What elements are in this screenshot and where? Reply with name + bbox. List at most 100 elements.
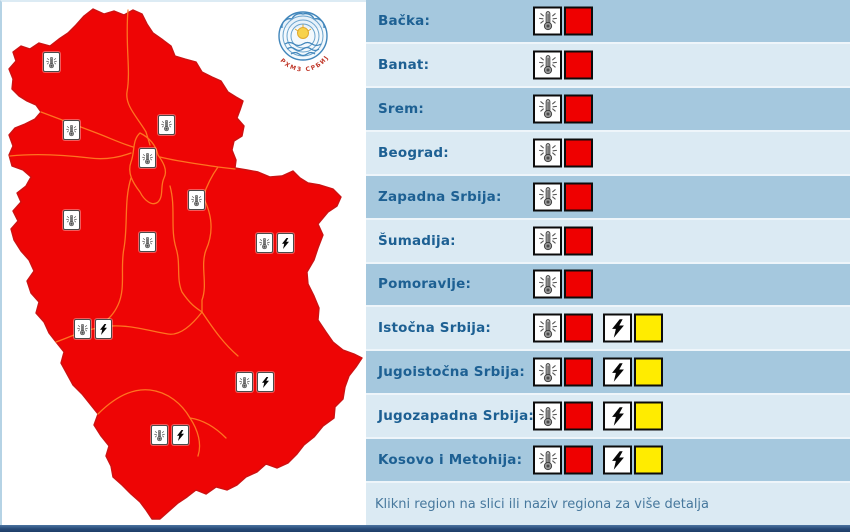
map-warning-jugoistočna-srbija[interactable] <box>236 372 274 392</box>
warning-level-red-box <box>564 50 593 80</box>
region-row[interactable]: Jugozapadna Srbija: <box>366 395 850 438</box>
region-name-link[interactable]: Pomoravlje: <box>378 276 472 293</box>
thermometer-icon <box>74 319 91 339</box>
warning-level-red-box <box>564 138 593 168</box>
region-row[interactable]: Jugoistočna Srbija: <box>366 351 850 394</box>
map-warning-jugozapadna-srbija[interactable] <box>74 319 112 339</box>
region-name-link[interactable]: Jugoistočna Srbija: <box>378 364 525 381</box>
warning-level-red-box <box>564 94 593 124</box>
lightning-icon <box>603 445 632 475</box>
thermometer-icon <box>533 94 562 124</box>
thermometer-icon <box>236 372 253 392</box>
thermometer-icon <box>139 232 156 252</box>
thermometer-icon <box>139 148 156 168</box>
lightning-warning-badge <box>603 313 663 343</box>
region-name-link[interactable]: Jugozapadna Srbija: <box>378 408 535 425</box>
thermometer-warning-badge <box>533 6 593 36</box>
warning-badges <box>533 445 663 475</box>
thermometer-icon <box>63 120 80 140</box>
thermometer-icon <box>256 233 273 253</box>
warning-level-red-box <box>564 357 593 387</box>
rhmz-logo: РХМЗ СРБИЈЕ <box>265 1 338 76</box>
thermometer-icon <box>188 190 205 210</box>
region-row[interactable]: Kosovo i Metohija: <box>366 439 850 482</box>
region-name-link[interactable]: Kosovo i Metohija: <box>378 452 523 469</box>
thermometer-icon <box>63 210 80 230</box>
map-warning-bačka[interactable] <box>43 52 60 72</box>
map-warning-banat[interactable] <box>158 115 175 135</box>
region-name-link[interactable]: Zapadna Srbija: <box>378 188 502 205</box>
rhmz-emblem-icon <box>278 11 328 61</box>
thermometer-icon <box>533 313 562 343</box>
lightning-warning-badge <box>603 357 663 387</box>
thermometer-warning-badge <box>533 226 593 256</box>
footer-note: Klikni region na slici ili naziv regiona… <box>366 483 850 526</box>
warning-badges <box>533 357 663 387</box>
serbia-country-shape[interactable] <box>8 8 363 520</box>
region-row[interactable]: Šumadija: <box>366 219 850 262</box>
region-name-link[interactable]: Istočna Srbija: <box>378 320 492 337</box>
region-row[interactable]: Srem: <box>366 87 850 130</box>
lightning-icon <box>277 233 294 253</box>
thermometer-warning-badge <box>533 269 593 299</box>
map-area: РХМЗ СРБИЈЕ <box>0 0 366 525</box>
region-name-link[interactable]: Šumadija: <box>378 232 456 249</box>
warning-level-red-box <box>564 182 593 212</box>
warning-badges <box>533 401 663 431</box>
warning-level-red-box <box>564 6 593 36</box>
thermometer-icon <box>533 50 562 80</box>
serbia-map[interactable] <box>0 0 366 525</box>
map-warning-beograd[interactable] <box>139 148 156 168</box>
thermometer-warning-badge <box>533 182 593 212</box>
map-warning-icons <box>0 0 366 525</box>
region-name-link[interactable]: Beograd: <box>378 144 449 161</box>
thermometer-icon <box>158 115 175 135</box>
region-row[interactable]: Bačka: <box>366 0 850 42</box>
region-row[interactable]: Beograd: <box>366 131 850 174</box>
thermometer-icon <box>533 138 562 168</box>
map-warning-šumadija[interactable] <box>139 232 156 252</box>
thermometer-warning-badge <box>533 445 593 475</box>
warning-badges <box>533 182 593 212</box>
map-warning-zapadna-srbija[interactable] <box>63 210 80 230</box>
warning-level-yellow-box <box>634 313 663 343</box>
thermometer-icon <box>533 357 562 387</box>
region-row[interactable]: Pomoravlje: <box>366 263 850 306</box>
thermometer-icon <box>533 445 562 475</box>
thermometer-icon <box>533 269 562 299</box>
region-row[interactable]: Banat: <box>366 43 850 86</box>
lightning-icon <box>257 372 274 392</box>
thermometer-warning-badge <box>533 50 593 80</box>
thermometer-icon <box>533 401 562 431</box>
region-row[interactable]: Istočna Srbija: <box>366 307 850 350</box>
thermometer-icon <box>533 182 562 212</box>
region-name-link[interactable]: Banat: <box>378 56 430 73</box>
lightning-warning-badge <box>603 401 663 431</box>
warning-level-yellow-box <box>634 401 663 431</box>
warning-badges <box>533 94 593 124</box>
map-warning-kosovo-i-metohija[interactable] <box>151 425 189 445</box>
thermometer-icon <box>533 6 562 36</box>
warning-level-red-box <box>564 269 593 299</box>
lightning-icon <box>603 313 632 343</box>
thermometer-icon <box>43 52 60 72</box>
warning-level-red-box <box>564 226 593 256</box>
lightning-icon <box>172 425 189 445</box>
region-row[interactable]: Zapadna Srbija: <box>366 175 850 218</box>
region-name-link[interactable]: Srem: <box>378 100 425 117</box>
bottom-bar <box>0 525 850 532</box>
warning-level-red-box <box>564 401 593 431</box>
region-list: Bačka: Banat: Srem: Beograd: Zapadna Srbija:… <box>366 0 850 526</box>
thermometer-warning-badge <box>533 94 593 124</box>
region-name-link[interactable]: Bačka: <box>378 12 431 29</box>
map-warning-istočna-srbija[interactable] <box>256 233 294 253</box>
region-borders <box>9 9 239 457</box>
map-warning-srem[interactable] <box>63 120 80 140</box>
warning-level-red-box <box>564 313 593 343</box>
map-warning-pomoravlje[interactable] <box>188 190 205 210</box>
footer-note-text: Klikni region na slici ili naziv regiona… <box>375 496 710 512</box>
warning-badges <box>533 226 593 256</box>
lightning-warning-badge <box>603 445 663 475</box>
warning-badges <box>533 6 593 36</box>
